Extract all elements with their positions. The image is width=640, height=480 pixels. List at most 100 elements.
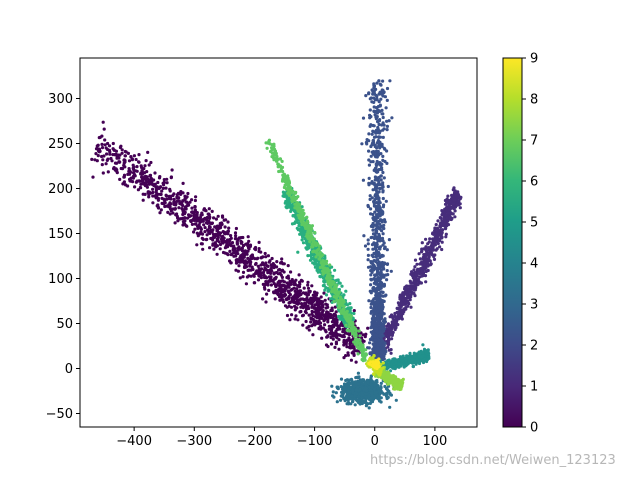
- data-point: [415, 262, 419, 266]
- data-point: [277, 280, 281, 284]
- data-point: [269, 283, 273, 287]
- data-point: [345, 402, 349, 406]
- data-point: [155, 204, 159, 208]
- data-point: [146, 150, 150, 154]
- data-point: [386, 336, 391, 340]
- data-point: [111, 153, 115, 157]
- data-point: [123, 149, 127, 154]
- data-point: [283, 286, 288, 290]
- data-point: [204, 209, 208, 213]
- data-point: [91, 175, 95, 179]
- data-point: [372, 241, 376, 245]
- data-point: [442, 217, 446, 221]
- data-point: [371, 130, 375, 134]
- data-point: [384, 106, 388, 110]
- data-point: [354, 388, 358, 392]
- data-point: [410, 358, 414, 362]
- data-point: [306, 280, 310, 284]
- data-point: [214, 232, 218, 236]
- data-point: [120, 151, 124, 155]
- data-point: [417, 252, 421, 256]
- data-point: [347, 397, 351, 401]
- data-point: [381, 290, 385, 294]
- data-point: [270, 265, 274, 269]
- data-point: [433, 229, 437, 233]
- data-point: [245, 275, 249, 279]
- data-point: [380, 162, 384, 166]
- data-point: [366, 326, 370, 330]
- data-point: [386, 345, 390, 349]
- data-point: [439, 233, 443, 237]
- data-point: [234, 226, 238, 231]
- data-point: [337, 324, 341, 328]
- data-point: [379, 225, 383, 229]
- data-point: [380, 92, 384, 96]
- data-point: [115, 161, 119, 165]
- data-point: [326, 320, 330, 324]
- data-point: [301, 323, 305, 327]
- data-point: [151, 187, 155, 191]
- data-point: [175, 195, 179, 199]
- data-point: [369, 378, 373, 382]
- data-point: [417, 361, 422, 366]
- data-point: [196, 216, 200, 220]
- data-point: [300, 279, 304, 283]
- data-point: [376, 266, 380, 270]
- data-point: [369, 207, 373, 211]
- data-point: [289, 270, 293, 274]
- data-point: [420, 266, 424, 271]
- data-point: [344, 378, 348, 383]
- data-point: [390, 320, 394, 324]
- data-point: [384, 332, 388, 336]
- data-point: [358, 402, 362, 406]
- data-point: [282, 262, 286, 266]
- data-point: [190, 222, 194, 226]
- data-point: [402, 307, 406, 311]
- data-point: [227, 239, 231, 243]
- data-point: [97, 150, 101, 154]
- data-point: [330, 308, 334, 313]
- data-point: [193, 205, 197, 209]
- data-point: [346, 353, 350, 357]
- data-point: [240, 248, 244, 252]
- data-point: [185, 216, 190, 220]
- data-point: [179, 190, 183, 194]
- data-point: [208, 226, 212, 230]
- data-point: [363, 335, 367, 339]
- data-point: [306, 283, 310, 287]
- data-point: [374, 135, 378, 139]
- data-point: [119, 166, 123, 171]
- data-point: [211, 235, 216, 239]
- data-point: [156, 196, 160, 200]
- data-point: [399, 308, 403, 312]
- data-point: [293, 308, 297, 312]
- data-point: [339, 398, 343, 402]
- data-point: [287, 301, 291, 305]
- data-point: [126, 151, 130, 155]
- data-point: [413, 265, 417, 269]
- data-point: [277, 268, 281, 272]
- data-point: [277, 295, 282, 299]
- data-point: [297, 285, 302, 289]
- data-point: [417, 268, 421, 272]
- data-point: [239, 241, 243, 245]
- data-point: [129, 155, 133, 159]
- data-point: [155, 185, 159, 189]
- data-point: [281, 279, 285, 283]
- data-point: [154, 190, 158, 194]
- data-point: [213, 244, 218, 248]
- data-point: [379, 282, 384, 286]
- data-point: [267, 269, 271, 273]
- data-point: [144, 159, 148, 163]
- data-point: [201, 247, 205, 251]
- data-point: [247, 239, 251, 243]
- data-point: [348, 381, 352, 385]
- data-point: [269, 271, 273, 275]
- data-point: [381, 254, 385, 258]
- data-point: [405, 301, 409, 305]
- data-point: [376, 182, 381, 186]
- data-point: [237, 264, 241, 268]
- data-point: [319, 327, 323, 331]
- data-point: [385, 248, 389, 252]
- data-point: [391, 330, 395, 334]
